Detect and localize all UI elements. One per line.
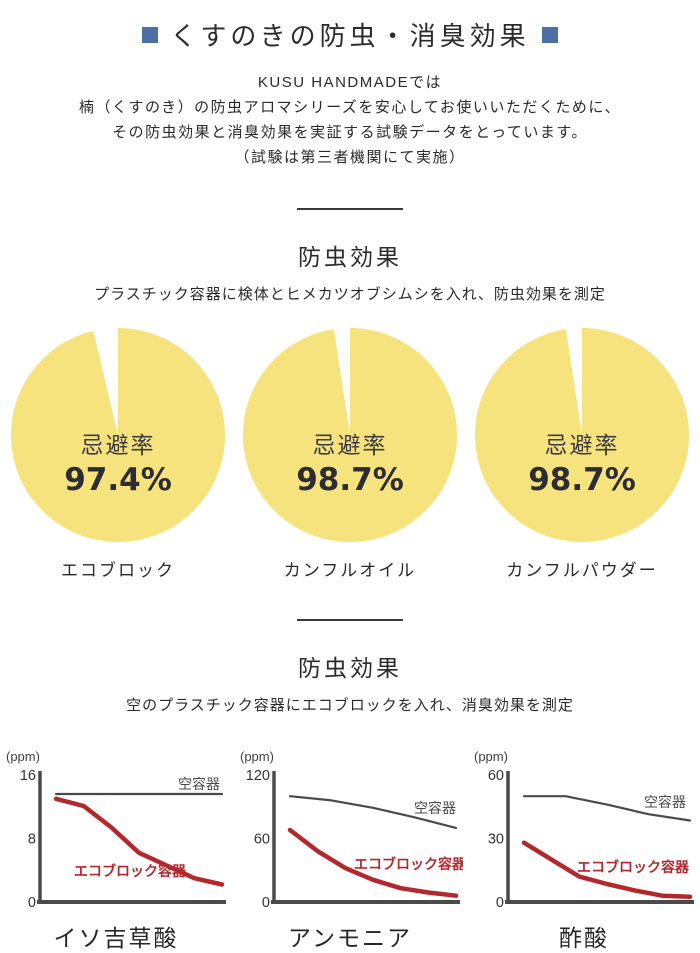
- repellent-section-description: プラスチック容器に検体とヒメカツオブシムシを入れ、防虫効果を測定: [94, 286, 606, 303]
- pie-inner-text: 忌避率 98.7%: [296, 426, 404, 498]
- empty-container-line: [288, 795, 457, 830]
- pie-chart-camphor-powder: 忌避率 98.7%: [475, 328, 689, 542]
- line-chart-acetic-acid: (ppm) 60 30 0 空容器エコブロック容器: [472, 747, 697, 917]
- empty-container-label: 空容器: [644, 794, 686, 810]
- page-header: くすのきの防虫・消臭効果: [0, 16, 700, 53]
- chart-item-acetic-acid: (ppm) 60 30 0 空容器エコブロック容器 酢酸: [470, 747, 698, 953]
- chart-item-ammonia: (ppm) 120 60 0 空容器エコブロック容器 アンモニア: [236, 747, 467, 953]
- pie-caption: エコブロック: [61, 561, 175, 580]
- pie-inner-text: 忌避率 98.7%: [528, 426, 636, 498]
- page-title: くすのきの防虫・消臭効果: [170, 21, 530, 51]
- y-unit-label: (ppm): [474, 749, 508, 764]
- empty-container-label: 空容器: [178, 776, 220, 792]
- intro-paragraph: KUSU HANDMADEでは 楠（くすのき）の防虫アロマシリーズを安心してお使…: [0, 70, 700, 170]
- ecoblock-container-line: [287, 827, 458, 898]
- repellency-rate-value: 97.4%: [64, 462, 172, 498]
- deodorant-section-heading: 防虫効果: [298, 655, 402, 681]
- y-unit-label: (ppm): [240, 749, 274, 764]
- y-tick-label: 8: [27, 832, 35, 848]
- pie-chart-row: 忌避率 97.4% エコブロック 忌避率 98.7% カンフルオイル: [0, 328, 700, 581]
- intro-line: 楠（くすのき）の防虫アロマシリーズを安心してお使いいただくために、: [79, 99, 621, 116]
- repellency-rate-label: 忌避率: [80, 432, 156, 458]
- deodorant-section-description: 空のプラスチック容器にエコブロックを入れ、消臭効果を測定: [126, 697, 574, 714]
- ecoblock-container-line: [53, 796, 224, 887]
- empty-container-label: 空容器: [414, 800, 456, 816]
- pie-item-ecoblock: 忌避率 97.4% エコブロック: [2, 328, 234, 581]
- deodorant-section: 防虫効果 空のプラスチック容器にエコブロックを入れ、消臭効果を測定 (ppm) 1…: [0, 649, 700, 953]
- ecoblock-container-label: エコブロック容器: [74, 863, 187, 879]
- section-divider: [297, 208, 403, 210]
- y-tick-label: 0: [27, 895, 35, 911]
- repellent-section: 防虫効果 プラスチック容器に検体とヒメカツオブシムシを入れ、防虫効果を測定 忌避…: [0, 238, 700, 581]
- section-divider: [297, 619, 403, 621]
- intro-line: その防虫効果と消臭効果を実証する試験データをとっています。: [112, 124, 588, 141]
- chart-title: イソ吉草酸: [53, 925, 179, 951]
- repellency-rate-value: 98.7%: [296, 462, 404, 498]
- ecoblock-container-label: エコブロック容器: [577, 859, 690, 875]
- pie-item-camphor-oil: 忌避率 98.7% カンフルオイル: [234, 328, 466, 581]
- line-chart-ammonia: (ppm) 120 60 0 空容器エコブロック容器: [238, 747, 467, 917]
- repellency-rate-label: 忌避率: [544, 432, 620, 458]
- y-tick-label: 60: [253, 832, 269, 848]
- pie-item-camphor-powder: 忌避率 98.7% カンフルパウダー: [466, 328, 698, 581]
- pie-caption: カンフルオイル: [283, 561, 417, 580]
- repellency-rate-value: 98.7%: [528, 462, 636, 498]
- y-tick-label: 0: [261, 895, 269, 911]
- y-tick-label: 16: [19, 768, 35, 784]
- intro-line: KUSU HANDMADEでは: [257, 74, 443, 91]
- y-tick-label: 120: [245, 768, 269, 784]
- ecoblock-container-label: エコブロック容器: [354, 856, 463, 872]
- y-tick-label: 60: [487, 768, 503, 784]
- title-accent-square-icon: [142, 26, 159, 43]
- pie-chart-ecoblock: 忌避率 97.4%: [11, 328, 225, 542]
- empty-container-line: [522, 795, 691, 822]
- pie-inner-text: 忌避率 97.4%: [64, 426, 172, 498]
- y-unit-label: (ppm): [6, 749, 40, 764]
- ecoblock-container-line: [521, 840, 692, 899]
- chart-title: アンモニア: [287, 925, 413, 951]
- chart-title: 酢酸: [559, 925, 609, 951]
- y-tick-label: 30: [487, 832, 503, 848]
- pie-chart-camphor-oil: 忌避率 98.7%: [243, 328, 457, 542]
- y-tick-label: 0: [495, 895, 503, 911]
- repellent-section-heading: 防虫効果: [298, 244, 402, 270]
- line-chart-isovaleric-acid: (ppm) 16 8 0 空容器エコブロック容器: [4, 747, 229, 917]
- line-chart-row: (ppm) 16 8 0 空容器エコブロック容器 イソ吉草酸 (ppm) 120 60 0 空容…: [0, 747, 700, 953]
- intro-line: （試験は第三者機関にて実施）: [234, 149, 466, 166]
- repellency-rate-label: 忌避率: [312, 432, 388, 458]
- chart-item-isovaleric-acid: (ppm) 16 8 0 空容器エコブロック容器 イソ吉草酸: [2, 747, 230, 953]
- title-accent-square-icon: [541, 26, 558, 43]
- pie-caption: カンフルパウダー: [506, 561, 658, 580]
